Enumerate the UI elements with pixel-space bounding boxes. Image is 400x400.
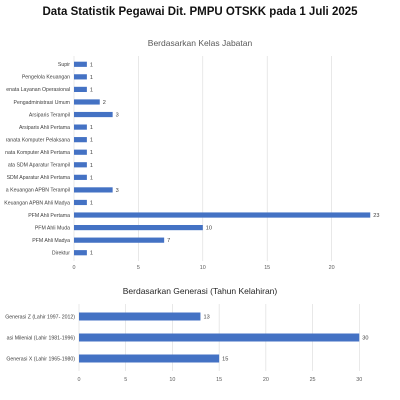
generasi-tick-label: 10 bbox=[169, 377, 175, 383]
kelas-jabatan-data-label: 2 bbox=[103, 100, 106, 106]
kelas-jabatan-bar bbox=[74, 237, 165, 243]
kelas-jabatan-category-label: nata Komputer Ahli Pertama bbox=[5, 150, 70, 156]
kelas-jabatan-data-label: 7 bbox=[167, 238, 170, 244]
generasi-tick-label: 20 bbox=[263, 377, 269, 383]
kelas-jabatan-tick-label: 5 bbox=[137, 265, 140, 271]
kelas-jabatan-data-label: 1 bbox=[90, 200, 93, 206]
kelas-jabatan-bar bbox=[74, 174, 87, 180]
generasi-bar bbox=[79, 354, 220, 363]
generasi-data-label: 30 bbox=[362, 336, 368, 342]
kelas-jabatan-category-label: ata SDM Aparatur Terampil bbox=[8, 163, 70, 169]
kelas-jabatan-category-label: PFM Ahli Madya bbox=[32, 238, 70, 244]
kelas-jabatan-data-label: 1 bbox=[90, 125, 93, 131]
kelas-jabatan-tick-label: 10 bbox=[200, 265, 206, 271]
kelas-jabatan-category-label: Pengadministrasi Umum bbox=[13, 100, 70, 106]
kelas-jabatan-data-label: 3 bbox=[116, 188, 119, 194]
kelas-jabatan-bar bbox=[74, 99, 100, 105]
kelas-jabatan-category-label: enata Layanan Operasional bbox=[6, 87, 70, 93]
kelas-jabatan-bar bbox=[74, 61, 87, 67]
kelas-jabatan-data-label: 1 bbox=[90, 62, 93, 68]
kelas-jabatan-bar bbox=[74, 74, 87, 80]
generasi-bar bbox=[79, 333, 360, 342]
kelas-jabatan-bar bbox=[74, 86, 87, 93]
generasi-category-label: Generasi X (Lahir 1965-1980) bbox=[6, 356, 75, 362]
kelas-jabatan-bar bbox=[74, 111, 113, 118]
kelas-jabatan-category-label: a Keuangan APBN Terampil bbox=[6, 188, 70, 194]
generasi-data-label: 15 bbox=[222, 357, 228, 363]
kelas-jabatan-category-label: Arsiparis Terampil bbox=[29, 112, 70, 118]
kelas-jabatan-data-label: 1 bbox=[90, 75, 93, 81]
generasi-tick-label: 25 bbox=[310, 377, 316, 383]
page-title: Data Statistik Pegawai Dit. PMPU OTSKK p… bbox=[42, 6, 358, 18]
kelas-jabatan-tick-label: 15 bbox=[264, 265, 270, 271]
kelas-jabatan-category-label: Keuangan APBN Ahli Madya bbox=[4, 200, 70, 206]
kelas-jabatan-bar bbox=[74, 137, 87, 143]
kelas-jabatan-bar bbox=[74, 199, 87, 206]
kelas-jabatan-bar bbox=[74, 250, 87, 256]
generasi-data-label: 13 bbox=[203, 315, 209, 321]
kelas-jabatan-data-label: 1 bbox=[90, 251, 93, 257]
kelas-jabatan-bar bbox=[74, 124, 87, 130]
kelas-jabatan-bar bbox=[74, 224, 203, 231]
kelas-jabatan-data-label: 3 bbox=[116, 113, 119, 119]
kelas-jabatan-bar bbox=[74, 212, 371, 218]
kelas-jabatan-category-label: SDM Aparatur Ahli Pertama bbox=[7, 175, 71, 181]
generasi-category-label: Generasi Z (Lahir 1997- 2012) bbox=[5, 314, 75, 320]
kelas-jabatan-category-label: Supir bbox=[58, 62, 70, 68]
generasi-tick-label: 5 bbox=[124, 377, 127, 383]
kelas-jabatan-data-label: 1 bbox=[90, 138, 93, 144]
kelas-jabatan-bar bbox=[74, 149, 87, 155]
kelas-jabatan-tick-label: 20 bbox=[329, 265, 335, 271]
kelas-jabatan-data-label: 23 bbox=[373, 213, 379, 219]
generasi-tick-label: 0 bbox=[78, 377, 81, 383]
kelas-jabatan-bar bbox=[74, 162, 87, 168]
kelas-jabatan-category-label: Pengelola Keuangan bbox=[22, 75, 70, 81]
kelas-jabatan-data-label: 1 bbox=[90, 175, 93, 181]
kelas-jabatan-bar bbox=[74, 187, 113, 193]
kelas-jabatan-category-label: PFM Ahli Pertama bbox=[28, 213, 70, 219]
kelas-jabatan-category-label: Direktur bbox=[52, 251, 70, 257]
kelas-jabatan-data-label: 1 bbox=[90, 150, 93, 156]
kelas-jabatan-tick-label: 0 bbox=[73, 265, 76, 271]
chart-title-generasi: Berdasarkan Generasi (Tahun Kelahiran) bbox=[122, 286, 278, 296]
kelas-jabatan-data-label: 1 bbox=[90, 163, 93, 169]
generasi-category-label: asi Milenial (Lahir 1981-1996) bbox=[7, 335, 76, 341]
kelas-jabatan-category-label: PFM Ahli Muda bbox=[35, 225, 70, 231]
generasi-tick-label: 15 bbox=[216, 377, 222, 383]
generasi-tick-label: 30 bbox=[356, 377, 362, 383]
kelas-jabatan-data-label: 10 bbox=[206, 226, 212, 232]
kelas-jabatan-category-label: ranata Komputer Pelaksana bbox=[6, 137, 70, 143]
chart-title-kelas-jabatan: Berdasarkan Kelas Jabatan bbox=[147, 38, 253, 48]
kelas-jabatan-data-label: 1 bbox=[90, 87, 93, 93]
generasi-bar bbox=[79, 312, 201, 321]
chart-kelas-jabatan: 0 5 10 15 20 Supir 1 Pengelola Keuangan 1 enata L… bbox=[4, 56, 379, 271]
kelas-jabatan-category-label: Arsiparis Ahli Pertama bbox=[19, 125, 70, 131]
